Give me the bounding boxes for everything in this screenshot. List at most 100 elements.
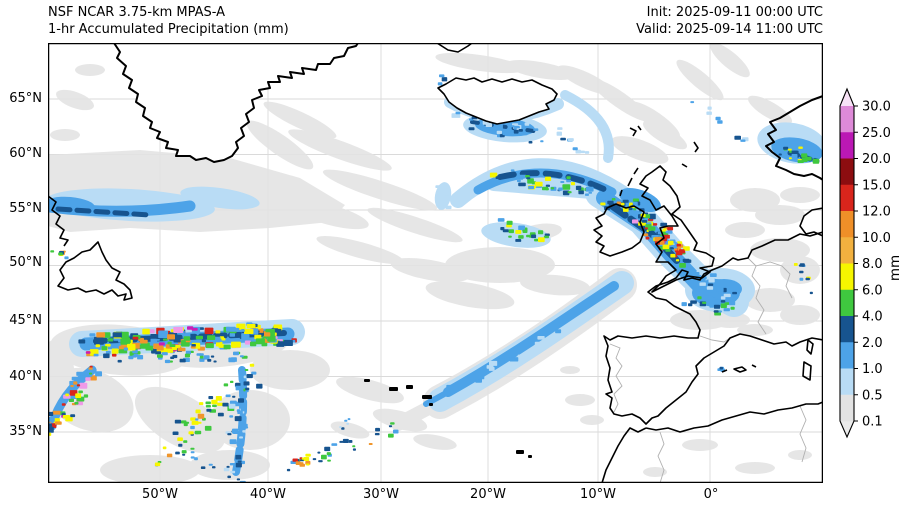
precip-cell [264,332,271,337]
precip-cell [70,384,74,388]
precip-cell [570,182,575,186]
coastline-europe-atlantic [603,231,823,425]
precip-cell [801,153,808,158]
coastline-sardinia [802,361,812,381]
lon-tick-0: 0° [703,487,719,502]
precip-cell [164,348,174,353]
precip-cell [688,303,693,307]
precip-cell [205,343,214,349]
precip-cell [723,308,730,312]
precip-cell [199,358,205,362]
precip-cell [702,301,707,304]
precip-cell [707,283,714,286]
precip-cell [233,351,239,356]
precip-cell [222,402,229,407]
precip-cell [799,270,804,274]
precip-cell [244,340,251,345]
precip-cell [799,263,805,267]
precip-cell [48,417,55,422]
precip-cell [245,389,249,393]
precip-cell [89,365,93,368]
precip-cell [127,343,136,351]
precip-cell [538,237,545,243]
colorbar-tick-label: 25.0 [862,126,891,141]
precip-cell [242,430,246,433]
precip-cell [575,149,581,154]
precip-cell [164,359,171,364]
precip-cell [244,328,254,334]
precip-cell [71,376,80,381]
precip-cell [79,382,88,389]
precip-cell [718,310,722,313]
precip-cell [63,394,71,399]
lon-tick-10w: 10°W [580,487,616,502]
precip-cell [236,478,240,481]
precip-cell [778,153,782,156]
colorbar-segment [840,237,854,264]
precip-cell [788,157,792,160]
lat-tick-60n: 60°N [9,146,42,161]
precip-cell [494,127,500,132]
precip-cell [50,250,55,253]
precip-cell [732,291,737,295]
precip-cell [76,371,85,376]
coastline-shetland [693,141,699,153]
precip-cell [150,334,160,339]
precip-cell [352,448,356,451]
precip-cell [208,396,214,400]
precip-cell [690,101,695,104]
precip-cell [720,296,726,300]
precip-cell [128,355,134,360]
precip-cell [204,327,214,335]
precip-cell [716,291,721,294]
precip-cell [513,129,519,134]
precip-cell [439,74,445,78]
precip-cell [339,426,342,429]
precip-cell [185,421,190,424]
precip-cell [805,277,810,281]
precip-cell [517,354,524,358]
precip-cell [540,140,544,143]
precip-cell [62,415,70,419]
colorbar-segment [840,158,854,186]
precip-cell [568,138,574,142]
coastline-denmark [799,207,823,237]
precip-cell [663,234,670,239]
precip-cell [783,146,789,150]
precip-cell [695,272,700,276]
precip-cell [160,333,167,337]
precip-cell [230,470,236,474]
precip-cell [543,235,549,239]
precip-cell [715,116,721,121]
precip-cell [321,454,327,460]
precip-cell [74,401,79,405]
lon-tick-30w: 30°W [363,487,399,502]
precip-cell [292,458,298,462]
precip-cell [374,433,380,436]
precip-cell [454,387,459,390]
precip-cell [616,201,622,205]
precip-cell [230,357,237,362]
precip-cell [665,248,671,252]
precip-cell [557,127,563,130]
lon-tick-50w: 50°W [142,487,178,502]
lon-tick-40w: 40°W [250,487,286,502]
precip-cell [240,329,245,332]
precip-cell [142,328,150,335]
precip-cell [185,350,191,355]
precip-cell [181,420,187,424]
precip-cell [388,433,394,438]
precip-cell [566,179,572,183]
precip-cell [317,451,321,454]
colorbar-segment [840,394,854,422]
precip-cell [157,354,163,358]
precip-cell [232,428,239,434]
product-title: 1-hr Accumulated Precipitation (mm) [48,22,289,37]
precip-cell [241,423,248,429]
precip-cell [95,371,102,377]
precip-cell [327,459,331,462]
precip-cell [107,338,114,342]
precip-cell [238,398,244,403]
precip-cell [734,135,741,140]
colorbar-tick-label: 8.0 [862,257,883,272]
